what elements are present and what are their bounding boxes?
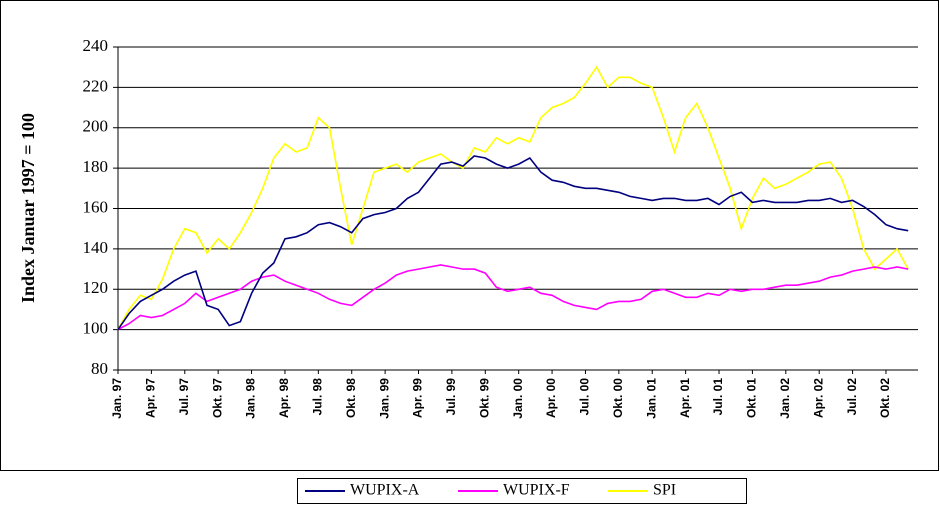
y-tick-label: 100 (83, 319, 109, 338)
x-tick-label: Apr. 98 (277, 378, 291, 418)
line-series (117, 65, 909, 330)
legend-label: SPI (653, 482, 676, 499)
x-tick-label: Apr. 02 (811, 378, 825, 418)
x-tick-label: Apr. 01 (678, 378, 692, 418)
x-tick-label: Jan. 97 (110, 378, 124, 419)
x-tick-label: Okt. 99 (477, 378, 491, 418)
y-tick-label: 180 (83, 157, 109, 176)
y-tick-label: 160 (83, 197, 109, 216)
x-tick-label: Apr. 99 (411, 378, 425, 418)
x-tick-label: Jul. 00 (578, 378, 592, 416)
x-tick-label: Apr. 97 (144, 378, 158, 418)
legend-label: WUPIX-F (503, 482, 570, 499)
x-tick-label: Okt. 01 (745, 378, 759, 418)
x-tick-label: Jul. 99 (444, 378, 458, 416)
y-axis-label: Index Januar 1997 = 100 (18, 113, 38, 303)
legend-label: WUPIX-A (350, 482, 420, 499)
x-tick-label: Jan. 00 (511, 378, 525, 419)
x-tick-label: Okt. 00 (611, 378, 625, 418)
x-tick-label: Jul. 02 (845, 378, 859, 416)
y-tick-label: 140 (83, 238, 109, 257)
x-tick-label: Jul. 97 (177, 378, 191, 416)
x-tick-label: Jan. 01 (644, 378, 658, 419)
x-tick-label: Okt. 97 (210, 378, 224, 418)
chart-frame (0, 0, 939, 471)
line-series (117, 264, 909, 331)
x-tick-label: Okt. 98 (344, 378, 358, 418)
y-tick-label: 200 (83, 117, 109, 136)
x-tick-label: Jul. 98 (311, 378, 325, 416)
x-tick-label: Okt. 02 (878, 378, 892, 418)
y-tick-label: 80 (91, 359, 108, 378)
line-series (117, 155, 909, 331)
x-tick-label: Jul. 01 (711, 378, 725, 416)
y-tick-label: 120 (83, 278, 109, 297)
legend-box (297, 478, 747, 504)
x-tick-label: Jan. 02 (778, 378, 792, 419)
x-tick-label: Jan. 99 (377, 378, 391, 419)
y-tick-label: 240 (83, 36, 109, 55)
x-tick-label: Apr. 00 (544, 378, 558, 418)
y-tick-label: 220 (83, 76, 109, 95)
x-tick-label: Jan. 98 (244, 378, 258, 419)
